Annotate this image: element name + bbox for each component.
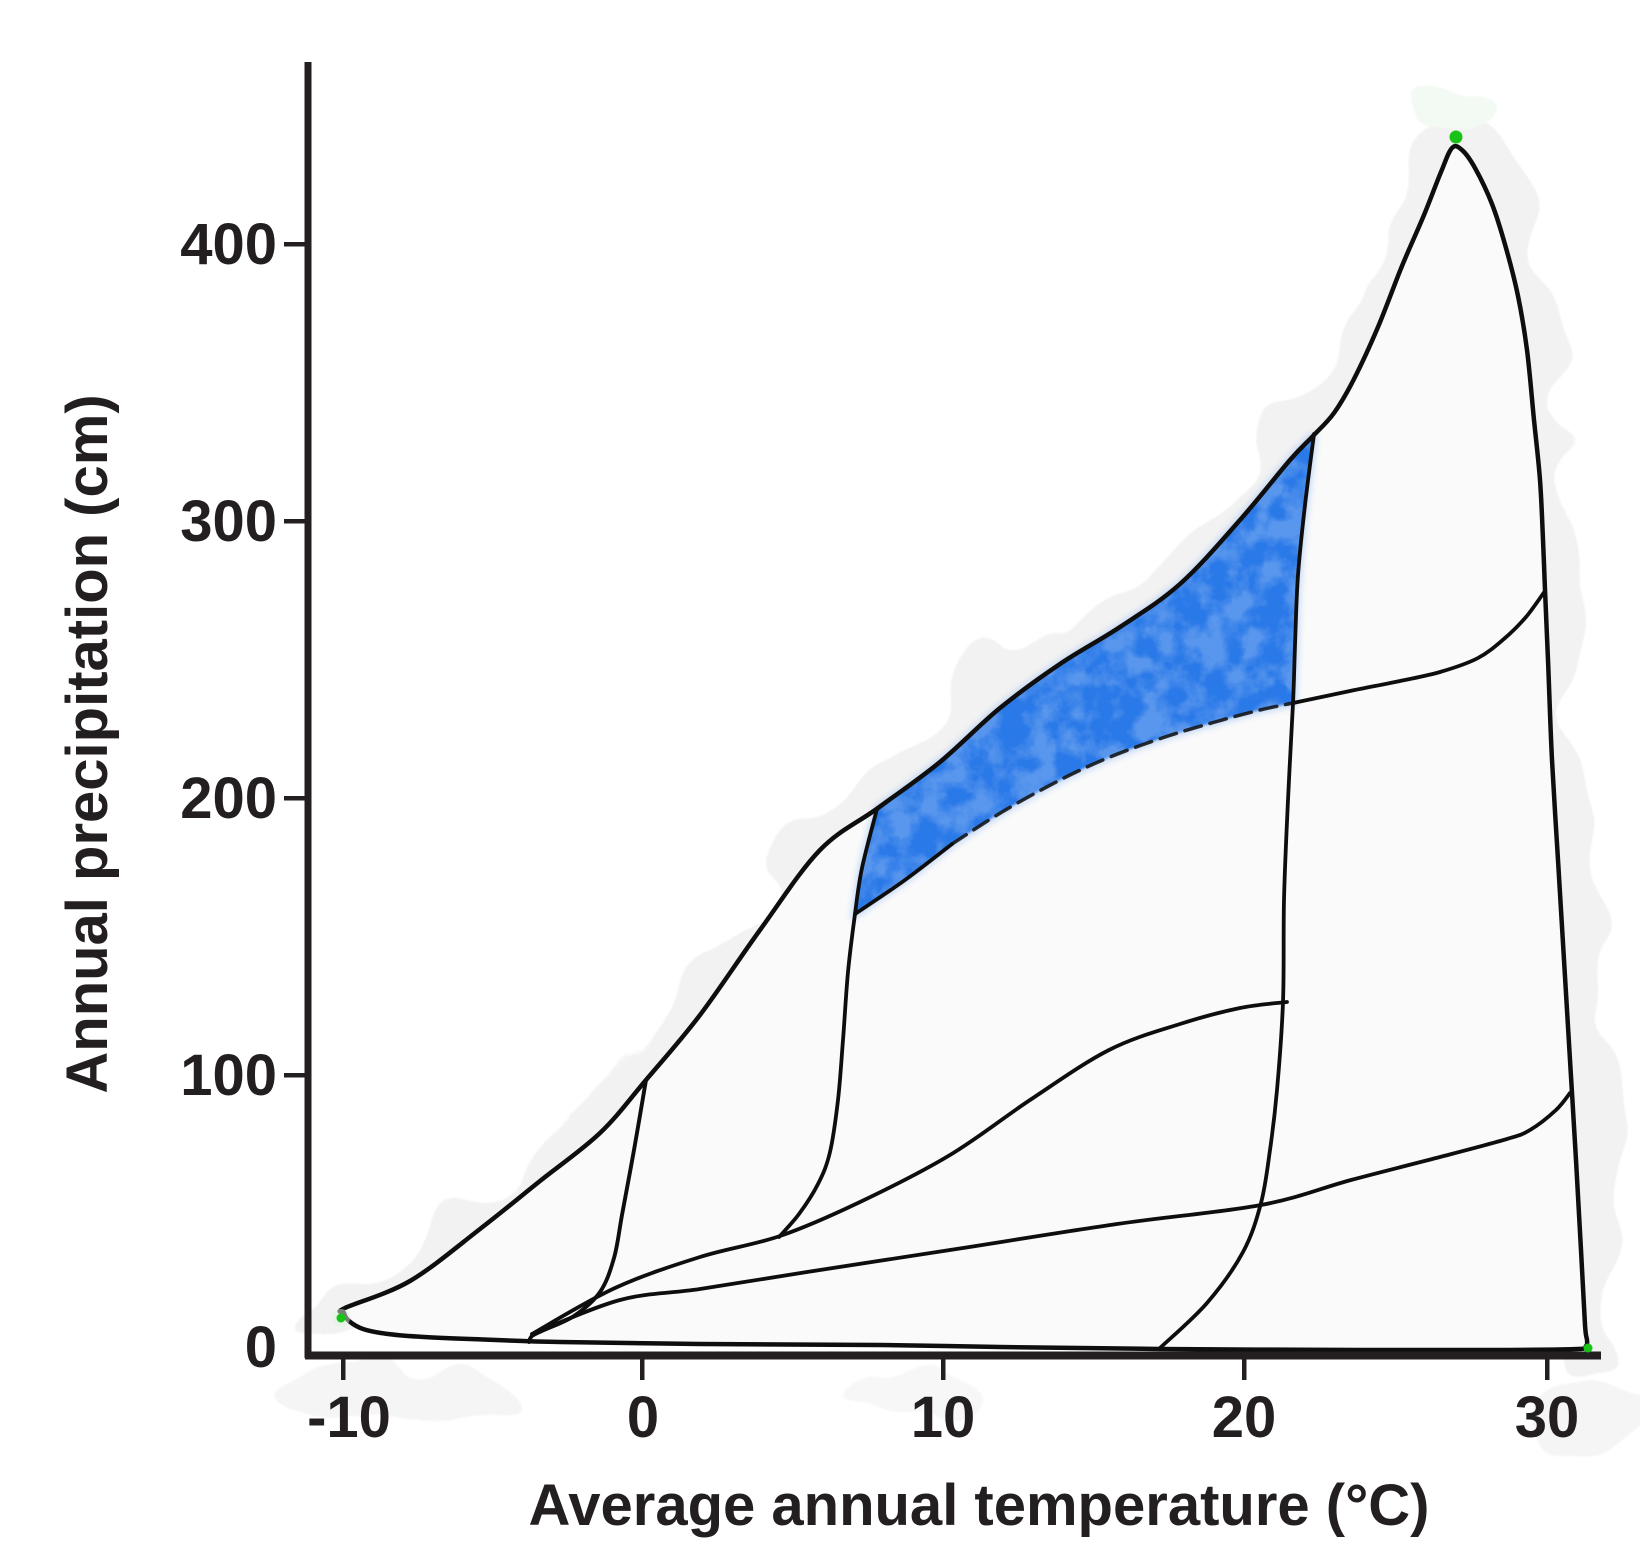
svg-text:100: 100 bbox=[180, 1043, 277, 1108]
svg-text:0: 0 bbox=[627, 1385, 659, 1450]
svg-text:200: 200 bbox=[180, 766, 277, 831]
svg-text:10: 10 bbox=[911, 1385, 976, 1450]
svg-text:Average annual temperature (°C: Average annual temperature (°C) bbox=[529, 1473, 1430, 1538]
svg-text:0: 0 bbox=[245, 1315, 277, 1380]
svg-text:400: 400 bbox=[180, 212, 277, 277]
svg-text:Annual precipitation (cm): Annual precipitation (cm) bbox=[55, 394, 120, 1093]
svg-text:-10: -10 bbox=[307, 1385, 391, 1450]
svg-text:30: 30 bbox=[1515, 1385, 1580, 1450]
svg-text:300: 300 bbox=[180, 489, 277, 554]
svg-text:20: 20 bbox=[1212, 1385, 1277, 1450]
